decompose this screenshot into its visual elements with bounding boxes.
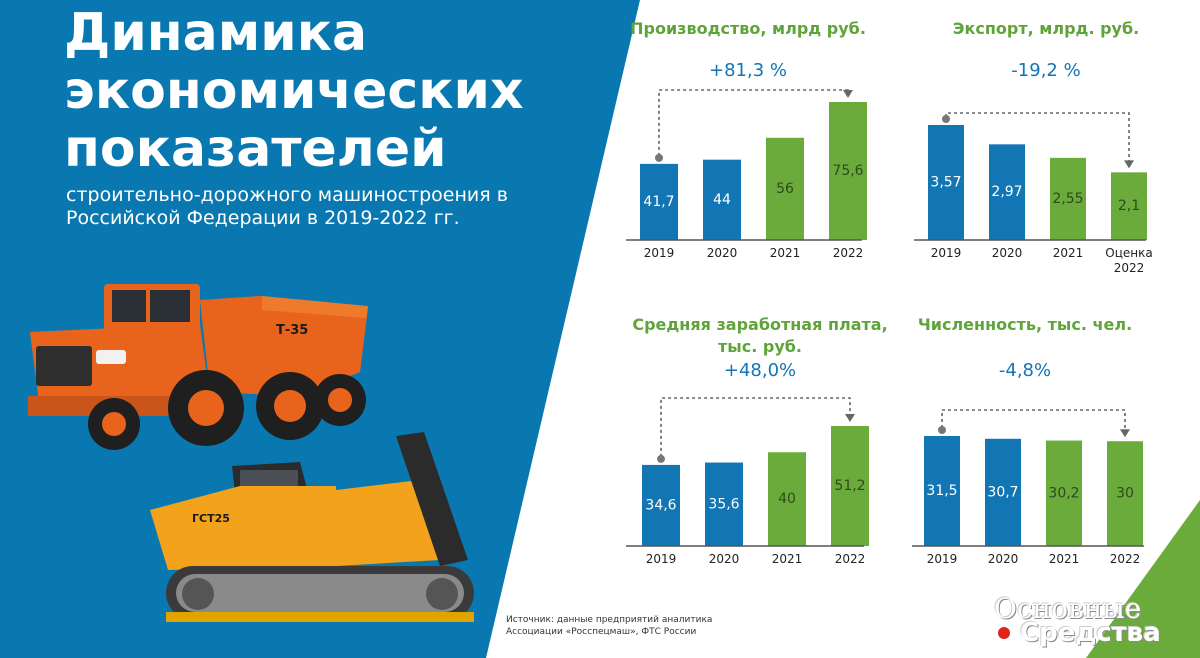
bar-value-label: 30: [1116, 486, 1134, 502]
bar: [642, 464, 680, 546]
source-note: Источник: данные предприятий аналитика А…: [506, 615, 713, 637]
bracket-arrow-icon: [845, 414, 855, 422]
logo-dot-icon: [998, 627, 1010, 639]
bar-value-label: 2,55: [1052, 191, 1083, 207]
bulldozer-image: ГСТ25: [150, 432, 474, 622]
bracket-start-dot: [938, 426, 946, 434]
title-line-2: экономических: [64, 61, 524, 121]
bracket-arrow-icon: [1120, 429, 1130, 438]
bar: [640, 163, 678, 240]
category-label: 2020: [992, 246, 1023, 260]
change-label: -4,8%: [999, 360, 1051, 381]
category-label: 2020: [988, 552, 1019, 566]
bar-value-label: 2,97: [991, 184, 1022, 200]
bar: [1107, 441, 1143, 546]
chart-title: Экспорт, млрд. руб.: [953, 19, 1139, 38]
bracket-arrow-icon: [1124, 160, 1134, 169]
bar: [1050, 157, 1086, 240]
category-label: 2019: [644, 246, 675, 260]
change-label: +81,3 %: [709, 60, 787, 81]
bar-value-label: 30,7: [987, 484, 1018, 500]
change-label: -19,2 %: [1011, 60, 1080, 81]
chart-title: тыс. руб.: [718, 337, 802, 356]
bar-value-label: 40: [778, 491, 796, 507]
bar: [1046, 440, 1082, 546]
bar: [766, 137, 804, 240]
bracket-arrow-icon: [843, 90, 853, 98]
dozer-label: ГСТ25: [192, 512, 230, 525]
change-bracket: [941, 409, 1126, 434]
bar: [768, 452, 806, 546]
logo-line-2: Средства: [1020, 618, 1161, 648]
category-label: 2019: [927, 552, 958, 566]
brand-logo: Основные Средства: [994, 592, 1194, 658]
bar: [831, 426, 869, 546]
truck-label: Т-35: [276, 323, 308, 338]
bracket-start-dot: [657, 454, 665, 463]
change-bracket: [660, 397, 851, 457]
dump-truck-image: Т-35: [28, 284, 368, 450]
category-label: 2022: [833, 246, 864, 260]
change-bracket: [945, 112, 1130, 165]
bar: [928, 125, 964, 240]
category-label: 2021: [1049, 552, 1080, 566]
logo-line-1: Основные: [994, 592, 1142, 625]
bracket-start-dot: [655, 153, 663, 162]
title-line-1: Динамика: [64, 3, 368, 63]
title-line-3: показателей: [64, 119, 447, 179]
bar-value-label: 2,1: [1118, 198, 1140, 214]
category-label: 2022: [835, 552, 866, 566]
category-label: 2022: [1110, 552, 1141, 566]
bar: [989, 144, 1025, 240]
category-label: 2020: [709, 552, 740, 566]
chart-title: Средняя заработная плата,: [632, 315, 887, 334]
bar-value-label: 35,6: [708, 496, 739, 512]
bar: [985, 438, 1021, 546]
bar: [829, 102, 867, 240]
category-label: 2020: [707, 246, 738, 260]
bar-value-label: 75,6: [832, 163, 863, 179]
bar-value-label: 44: [713, 192, 731, 208]
bracket-start-dot: [942, 115, 950, 123]
change-label: +48,0%: [724, 360, 796, 381]
category-label: 2021: [1053, 246, 1084, 260]
bar-value-label: 41,7: [643, 194, 674, 210]
category-label: 2021: [772, 552, 803, 566]
bar: [924, 436, 960, 546]
bar-value-label: 34,6: [645, 497, 676, 513]
green-corner: [1086, 500, 1200, 658]
category-label: Оценка: [1105, 246, 1152, 260]
bar-value-label: 3,57: [930, 175, 961, 191]
bar-value-label: 56: [776, 181, 794, 197]
category-label: 2021: [770, 246, 801, 260]
chart-title: Численность, тыс. чел.: [918, 315, 1132, 334]
bar-value-label: 51,2: [834, 478, 865, 494]
bar-value-label: 30,2: [1048, 485, 1079, 501]
change-bracket: [658, 89, 849, 156]
bar-value-label: 31,5: [926, 483, 957, 499]
page-title: Динамика экономических показателей: [64, 4, 524, 178]
page-subtitle: строительно-дорожного машиностроения в Р…: [66, 184, 508, 229]
bar: [705, 462, 743, 546]
chart-title: Производство, млрд руб.: [630, 19, 866, 38]
category-label: 2019: [931, 246, 962, 260]
category-label: 2022: [1114, 261, 1145, 275]
bar: [1111, 172, 1147, 240]
category-label: 2019: [646, 552, 677, 566]
bar: [703, 159, 741, 240]
